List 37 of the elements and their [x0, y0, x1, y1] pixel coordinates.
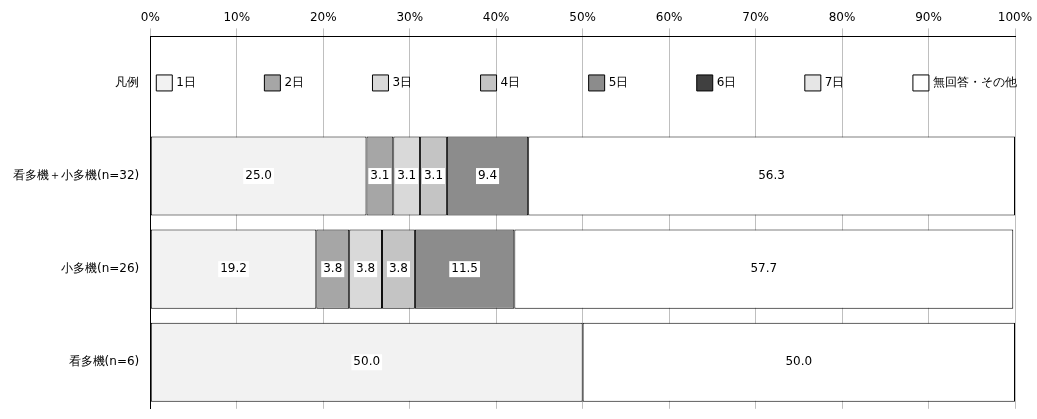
legend-label: 2日: [284, 75, 305, 90]
data-label: 50.0: [785, 354, 813, 369]
legend-label: 無回答・その他: [932, 75, 1017, 90]
legend-label: 5日: [608, 75, 629, 90]
data-label: 3.1: [370, 168, 390, 183]
x-tick-label: 40%: [482, 10, 510, 25]
legend-label: 6日: [716, 75, 737, 90]
x-tick-label: 70%: [742, 10, 769, 25]
data-label: 25.0: [245, 168, 272, 183]
x-tick-label: 20%: [309, 10, 337, 25]
x-tick-label: 30%: [396, 10, 424, 25]
y-tick-label: 看多機(n=6): [68, 354, 140, 369]
data-label: 3.8: [323, 261, 343, 276]
data-label: 3.1: [423, 168, 444, 183]
x-tick-label: 0%: [140, 10, 160, 25]
x-tick-label: 10%: [223, 10, 251, 25]
y-tick-label: 凡例: [115, 75, 140, 90]
legend-label: 1日: [176, 75, 196, 90]
data-label: 56.3: [758, 168, 785, 183]
x-tick-label: 80%: [828, 10, 856, 25]
data-label: 57.7: [750, 261, 778, 276]
data-label: 3.8: [356, 261, 376, 276]
y-tick-label: 看多機＋小多機(n=32): [13, 168, 140, 183]
data-label: 11.5: [451, 261, 478, 276]
data-label: 19.2: [220, 261, 247, 276]
x-tick-label: 90%: [915, 10, 942, 25]
x-tick-label: 60%: [655, 10, 683, 25]
legend-label: 3日: [392, 75, 413, 90]
data-label: 50.0: [353, 354, 381, 369]
data-label: 3.1: [397, 168, 417, 183]
y-tick-label: 小多機(n=26): [61, 261, 140, 276]
data-label: 3.8: [388, 261, 409, 276]
data-label: 9.4: [477, 168, 498, 183]
x-tick-label: 50%: [569, 10, 596, 25]
legend-label: 4日: [500, 75, 521, 90]
x-tick-label: 100%: [997, 10, 1033, 25]
legend-label: 7日: [824, 75, 845, 90]
